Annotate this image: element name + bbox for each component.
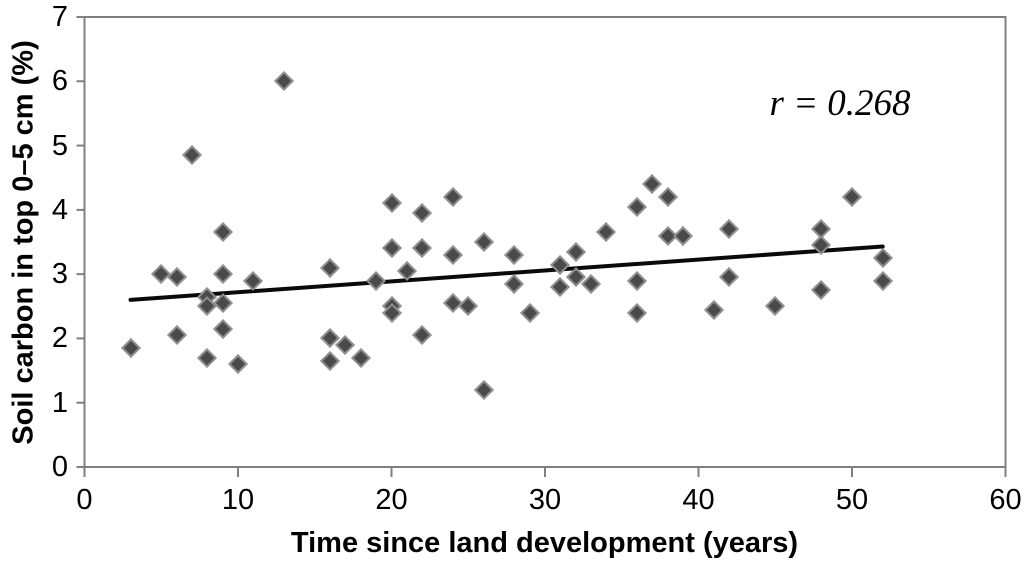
x-tick-label: 40 (682, 484, 715, 516)
x-tick-label: 60 (989, 484, 1022, 516)
x-axis-title: Time since land development (years) (290, 527, 799, 559)
y-tick-label: 6 (51, 65, 68, 98)
x-tick-label: 0 (76, 484, 93, 516)
y-tick-label: 4 (51, 193, 68, 226)
y-tick-label: 7 (51, 0, 68, 33)
x-tick-label: 10 (221, 484, 255, 516)
trend-line (128, 244, 885, 302)
x-tick-label: 50 (835, 484, 869, 516)
y-tick-label: 5 (51, 129, 68, 162)
correlation-annotation: r = 0.268 (769, 83, 911, 124)
x-tick-label: 20 (375, 484, 408, 516)
y-tick-label: 0 (51, 451, 68, 483)
y-tick-label: 1 (51, 386, 68, 419)
x-tick-label: 30 (528, 484, 562, 516)
y-tick-label: 2 (51, 322, 68, 355)
y-tick-label: 3 (51, 258, 68, 291)
